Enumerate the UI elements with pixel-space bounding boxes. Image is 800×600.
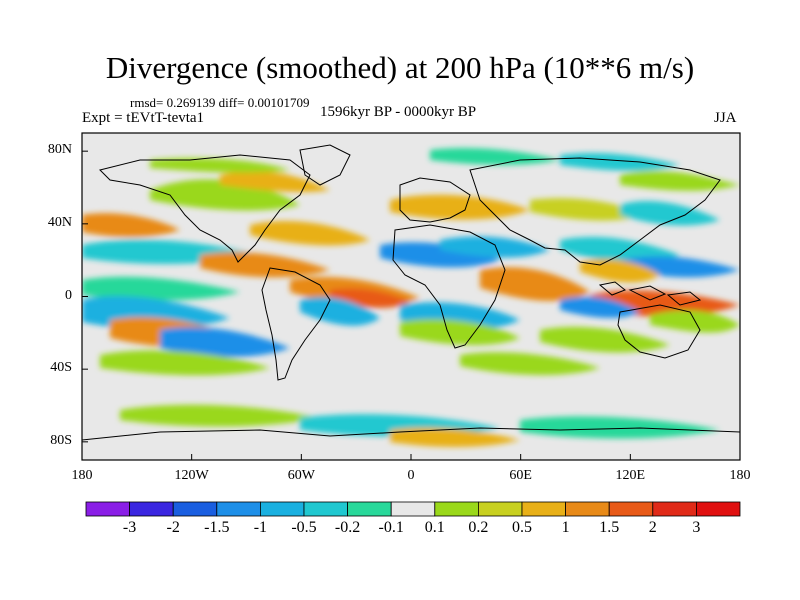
colorbar-label: -0.2 [334,519,361,536]
divergence-field [82,144,740,447]
field-blob [560,236,680,263]
colorbar-swatch [608,501,654,517]
colorbar-swatch [696,501,741,517]
field-blob [520,416,720,439]
colorbar-swatch [85,501,130,517]
lon-tick-label: 180 [729,468,751,483]
experiment-label: Expt = tEVtT-tevta1 [82,110,205,126]
field-blob [620,200,720,226]
colorbar-swatch [521,501,566,517]
field-blob [390,194,530,220]
colorbar-label: -2 [166,519,180,536]
coastlines [82,144,740,441]
field-blob [430,148,560,165]
colorbar-label: 1 [561,519,570,536]
lon-tick-label: 180 [71,468,93,483]
field-blob [200,252,330,278]
field-blob [540,326,670,353]
colorbar-swatch [303,501,348,517]
colorbar-swatch [216,501,261,517]
field-blob [300,297,380,326]
colorbar-label: 3 [692,519,701,536]
lon-tick-label: 0 [407,468,415,483]
colorbar-swatch [129,501,174,517]
lon-tick-label: 60W [287,468,315,483]
colorbar-label: 2 [648,519,657,536]
field-blob [480,267,590,301]
lat-tick-label: 80S [50,432,72,448]
colorbar-swatch [390,501,436,517]
lat-tick-label: 40S [50,360,72,376]
colorbar-label: 0.5 [512,519,532,536]
colorbar-label: -3 [122,519,137,536]
colorbar-label: 0.1 [424,519,445,536]
period-label: 1596kyr BP - 0000kyr BP [320,104,477,120]
field-blob [400,319,520,346]
field-blob [440,236,550,258]
colorbar-swatch [434,501,479,517]
field-blob [120,404,320,427]
colorbar-label: -0.1 [378,519,404,536]
colorbar-label: -0.5 [291,519,317,536]
field-blob [560,153,680,171]
field-blob [250,220,370,246]
lat-tick-label: 80N [47,142,72,158]
field-blob [460,352,600,376]
field-blob [150,179,300,211]
colorbar-swatch [347,501,392,517]
field-blob [82,213,180,237]
plot-title: Divergence (smoothed) at 200 hPa (10**6 … [105,50,695,85]
colorbar-swatch [259,501,305,517]
field-blob [390,427,520,447]
field-blob [620,170,740,191]
colorbar-label: 0.2 [468,519,489,536]
axis-ticks [81,150,741,460]
colorbar-swatch [477,501,523,517]
lon-tick-label: 120W [174,468,209,483]
colorbar-swatch [565,501,610,517]
stats-label: rmsd= 0.269139 diff= 0.00101709 [130,95,310,110]
field-blob [150,158,290,173]
colorbar-swatch [652,501,697,517]
lon-tick-label: 120E [615,468,646,483]
lon-tick-label: 60E [509,468,532,483]
field-blob [380,242,500,268]
colorbar-label: 1.5 [599,519,620,536]
field-blob [160,327,290,358]
colorbar-label: -1.5 [204,519,230,536]
season-label: JJA [714,110,737,126]
field-blob [100,350,270,376]
colorbar-label: -1 [253,519,268,536]
field-blob [220,170,330,193]
field-blob [82,276,240,301]
lat-tick-label: 40N [47,214,72,230]
colorbar-swatch [172,501,218,517]
lat-tick-label: 0 [65,287,72,303]
